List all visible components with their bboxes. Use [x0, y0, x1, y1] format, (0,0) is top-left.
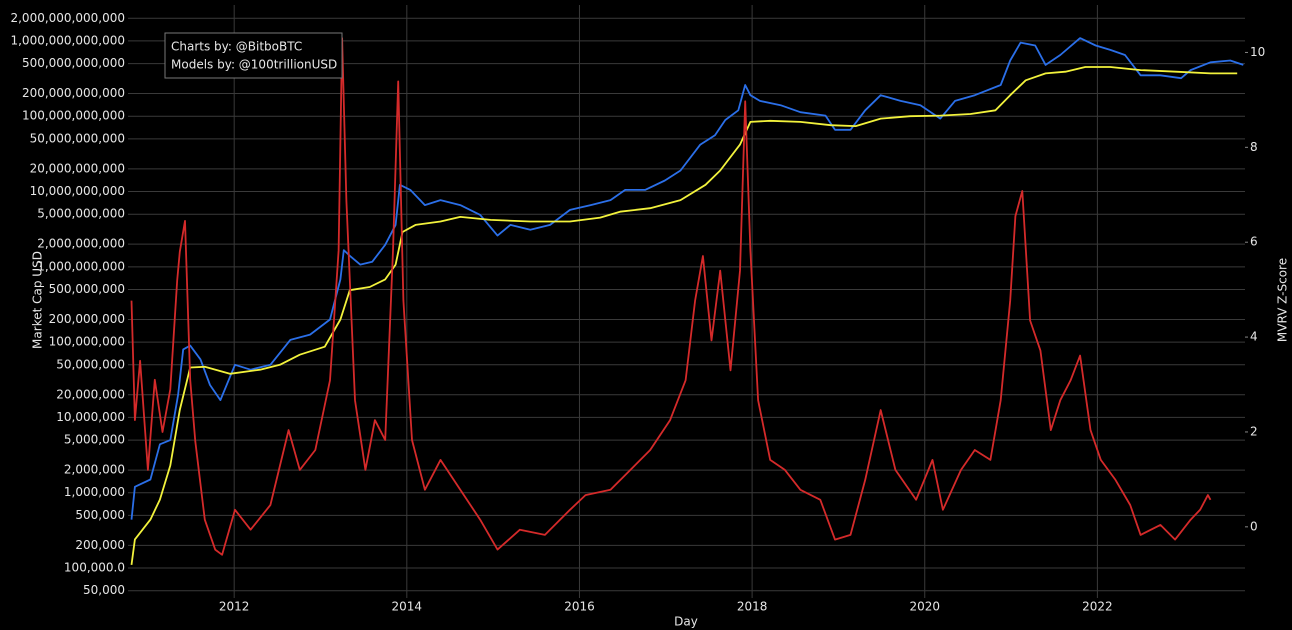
y-tick-label: 500,000,000,000: [22, 56, 125, 70]
y2-tick-label: 6: [1250, 235, 1258, 249]
x-tick-label: 2012: [219, 600, 250, 614]
y-tick-label: 1,000,000,000: [37, 259, 125, 273]
y-tick-label: 1,000,000: [64, 485, 125, 499]
y-tick-label: 200,000: [75, 538, 125, 552]
annotation: Charts by: @BitboBTC: [171, 40, 302, 54]
y-tick-label: 200,000,000: [49, 312, 125, 326]
y-tick-label: 100,000,000,000: [22, 109, 125, 123]
y-tick-label: 100,000,000: [49, 335, 125, 349]
y-tick-label: 200,000,000,000: [22, 86, 125, 100]
tick-labels: 50,000 100,000.0 200,000 500,000 1,000,000 2,…: [10, 11, 1265, 614]
y-tick-label: 20,000,000,000: [30, 161, 125, 175]
series-line: [130, 37, 1212, 556]
y2-tick-label: 4: [1250, 330, 1258, 344]
x-tick-label: 2020: [909, 600, 940, 614]
annotation: Models by: @100trillionUSD: [171, 58, 337, 72]
x-axis-label: Day: [674, 615, 698, 629]
x-tick-label: 2022: [1082, 600, 1113, 614]
plot-lines: [130, 37, 1244, 566]
y-tick-label: 2,000,000,000,000: [10, 11, 125, 25]
y-tick-label: 100,000.0: [64, 561, 125, 575]
y-tick-label: 50,000,000,000: [30, 131, 125, 145]
y-tick-label: 20,000,000: [56, 387, 125, 401]
y2-tick-label: 0: [1250, 519, 1258, 533]
y2-axis-label: MVRV Z-Score: [1276, 258, 1290, 342]
y-tick-label: 2,000,000: [64, 463, 125, 477]
y-tick-label: 10,000,000,000: [30, 184, 125, 198]
annotation-box: [164, 32, 343, 79]
y-tick-label: 5,000,000,000: [37, 207, 125, 221]
y-tick-label: 50,000,000: [56, 357, 125, 371]
y-tick-label: 500,000,000: [49, 282, 125, 296]
y-tick-label: 2,000,000,000: [37, 237, 125, 251]
y2-tick-label: 2: [1250, 424, 1258, 438]
x-tick-label: 2018: [737, 600, 768, 614]
series-line: [130, 37, 1244, 520]
y-tick-label: 50,000: [83, 583, 125, 597]
series-line: [130, 66, 1238, 566]
x-tick-label: 2014: [392, 600, 423, 614]
y2-tick-label: 10: [1250, 45, 1265, 59]
y-tick-label: 5,000,000: [64, 433, 125, 447]
y-tick-label: 1,000,000,000,000: [10, 33, 125, 47]
y-tick-label: 10,000,000: [56, 410, 125, 424]
y-tick-label: 500,000: [75, 508, 125, 522]
grid: [128, 5, 1245, 598]
y2-tick-label: 8: [1250, 140, 1258, 154]
y-axis-label: Market Cap USD: [31, 251, 45, 349]
x-tick-label: 2016: [564, 600, 595, 614]
